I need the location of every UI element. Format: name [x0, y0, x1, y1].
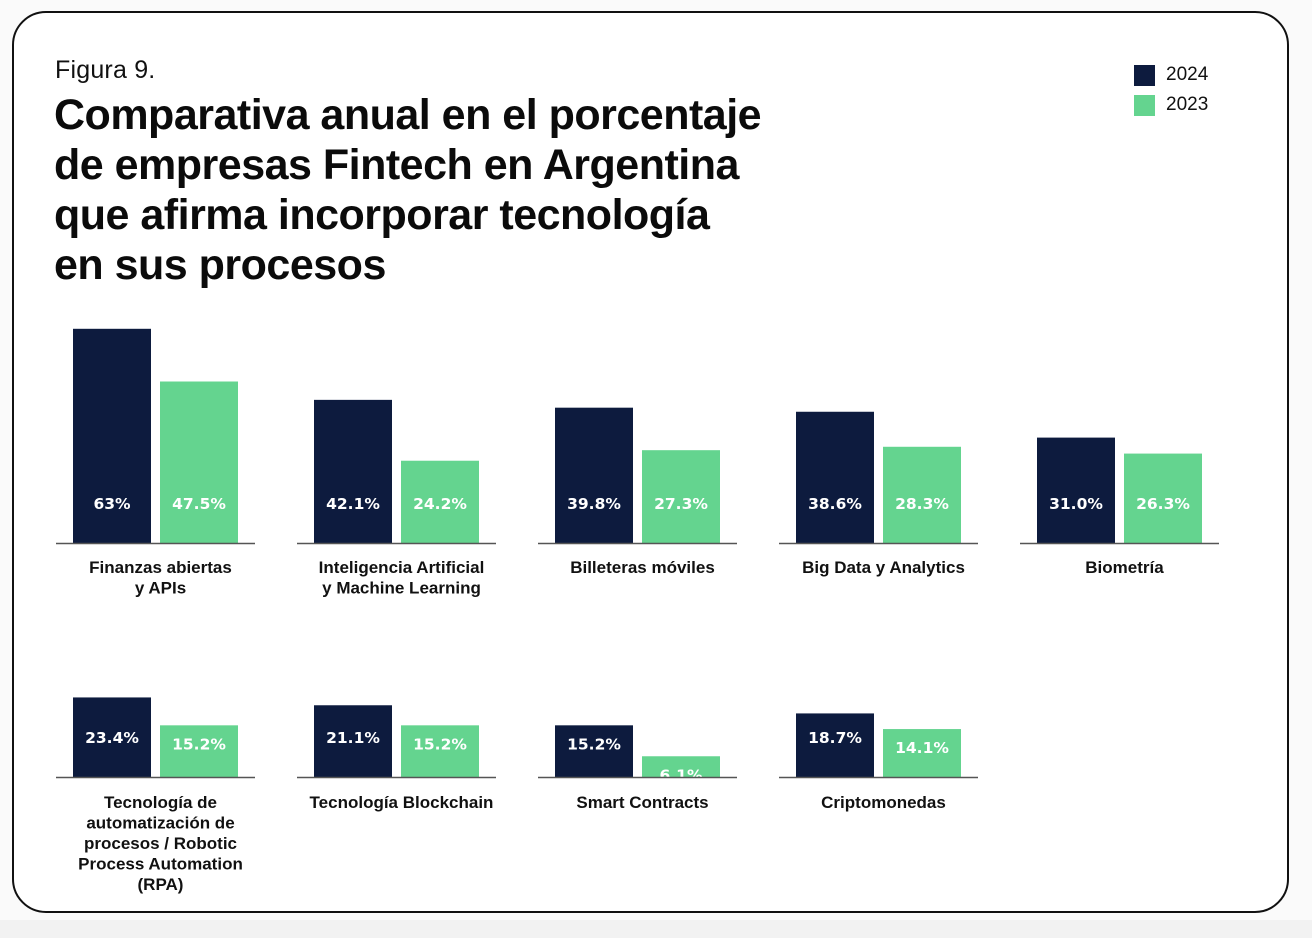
category-label-line: automatización de [86, 814, 234, 833]
bar-value-label: 14.1% [895, 739, 949, 757]
bar-value-label: 15.2% [413, 735, 467, 753]
bar-2024 [796, 411, 874, 543]
category-group: 39.8% 27.3% Billeteras móviles [538, 407, 737, 577]
category-label: Biometría [1085, 558, 1164, 577]
category-label-line: Biometría [1085, 558, 1164, 577]
category-group: 18.7% 14.1% Criptomonedas [779, 713, 978, 812]
category-group: 21.1% 15.2% Tecnología Blockchain [297, 705, 496, 812]
category-group: 15.2% 6.1% Smart Contracts [538, 725, 737, 812]
legend-swatch-2024 [1134, 64, 1155, 86]
bar-value-label: 21.1% [326, 729, 380, 747]
bar-value-label: 31.0% [1049, 495, 1103, 513]
bar-2024 [73, 697, 151, 777]
category-label-line: Inteligencia Artificial [319, 558, 485, 577]
category-label: Criptomonedas [821, 793, 946, 812]
bar-value-label: 63% [93, 495, 131, 513]
category-label-line: y APIs [135, 579, 186, 598]
category-label-line: y Machine Learning [322, 579, 481, 598]
chart-title-line: que afirma incorporar tecnología [54, 191, 710, 239]
bar-2023 [883, 729, 961, 777]
chart-title: Comparativa anual en el porcentaje de em… [54, 90, 814, 290]
chart-title-line: Comparativa anual en el porcentaje [54, 91, 762, 139]
category-label-line: Criptomonedas [821, 793, 946, 812]
category-label: Tecnología de automatización de procesos /… [78, 793, 243, 894]
bar-2023 [401, 460, 479, 543]
category-group: 23.4% 15.2% Tecnología de automatización de… [56, 697, 255, 894]
category-label: Big Data y Analytics [802, 558, 965, 577]
category-label-line: Smart Contracts [576, 793, 708, 812]
bar-value-label: 18.7% [808, 729, 862, 747]
page-footer-strip [0, 920, 1312, 938]
category-label: Smart Contracts [576, 793, 708, 812]
bar-value-label: 24.2% [413, 495, 467, 513]
chart-title-line: en sus procesos [54, 241, 386, 289]
bar-value-label: 27.3% [654, 495, 708, 513]
category-label: Inteligencia Artificial y Machine Learnin… [319, 558, 485, 598]
category-label: Billeteras móviles [570, 558, 715, 577]
category-label-line: Big Data y Analytics [802, 558, 965, 577]
bar-2024 [1037, 437, 1115, 543]
bar-value-label: 23.4% [85, 729, 139, 747]
legend: 2024 2023 [1134, 60, 1208, 120]
bar-2023 [401, 725, 479, 777]
bar-2023 [642, 450, 720, 543]
bar-2023 [160, 381, 238, 543]
category-label-line: Tecnología de [104, 793, 217, 812]
bar-value-label: 6.1% [660, 766, 703, 784]
bar-value-label: 47.5% [172, 495, 226, 513]
bar-2024 [796, 713, 874, 777]
bar-value-label: 39.8% [567, 495, 621, 513]
category-label-line: Process Automation [78, 855, 243, 874]
legend-label: 2024 [1166, 64, 1209, 85]
category-group: 42.1% 24.2% Inteligencia Artificial y Machi… [297, 399, 496, 598]
bar-2024 [555, 407, 633, 543]
category-label-line: Tecnología Blockchain [310, 793, 494, 812]
chart-title-line: de empresas Fintech en Argentina [54, 141, 739, 189]
category-label-line: Billeteras móviles [570, 558, 715, 577]
category-label-line: (RPA) [138, 875, 184, 894]
category-label: Tecnología Blockchain [310, 793, 494, 812]
bar-2024 [555, 725, 633, 777]
legend-item-2023: 2023 [1134, 90, 1208, 120]
bar-value-label: 26.3% [1136, 495, 1190, 513]
legend-item-2024: 2024 [1134, 60, 1208, 90]
category-label-line: Finanzas abiertas [89, 558, 232, 577]
bar-value-label: 38.6% [808, 495, 862, 513]
bar-value-label: 15.2% [172, 735, 226, 753]
bar-2024 [73, 328, 151, 543]
bar-value-label: 42.1% [326, 495, 380, 513]
category-label: Finanzas abiertas y APIs [89, 558, 232, 598]
bar-2024 [314, 705, 392, 777]
bar-2023 [883, 446, 961, 543]
legend-label: 2023 [1166, 94, 1209, 115]
bar-2024 [314, 399, 392, 543]
category-group: 38.6% 28.3% Big Data y Analytics [779, 411, 978, 577]
bar-value-label: 28.3% [895, 495, 949, 513]
bar-value-label: 15.2% [567, 735, 621, 753]
category-group: 63% 47.5% Finanzas abiertas y APIs [56, 328, 255, 598]
bar-2023 [642, 756, 720, 777]
category-label-line: procesos / Robotic [84, 834, 237, 853]
bar-2023 [1124, 453, 1202, 543]
category-group: 31.0% 26.3% Biometría [1020, 437, 1219, 577]
figure-label: Figura 9. [55, 56, 156, 84]
bar-2023 [160, 725, 238, 777]
legend-swatch-2023 [1134, 94, 1155, 116]
